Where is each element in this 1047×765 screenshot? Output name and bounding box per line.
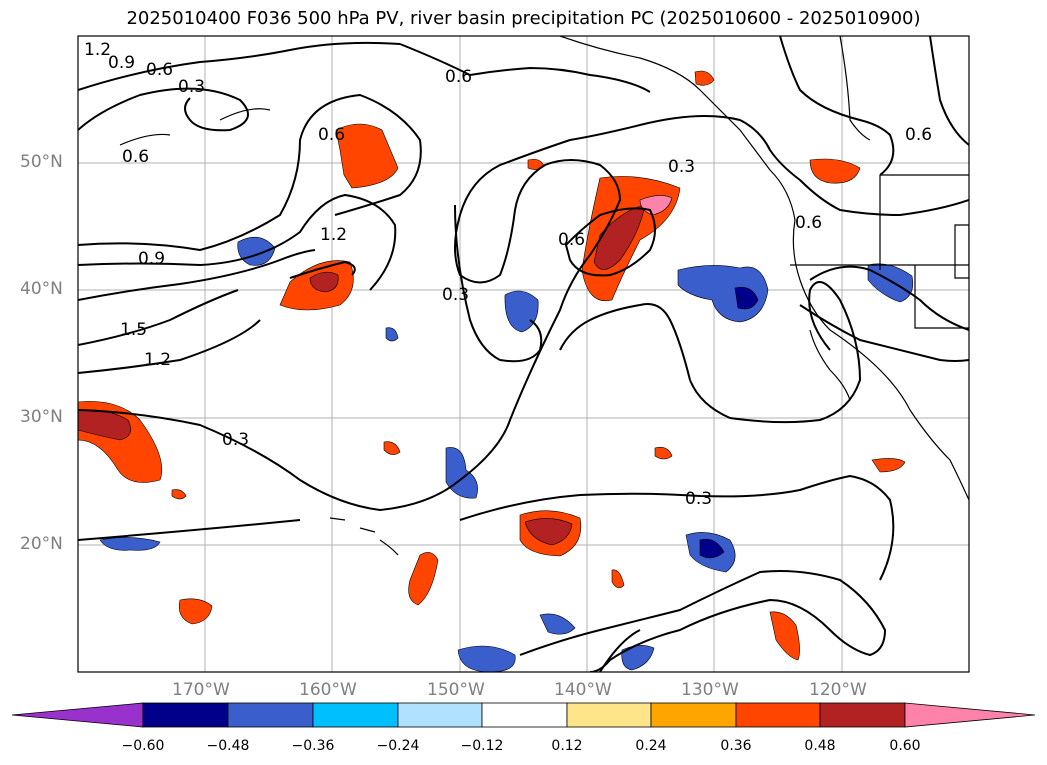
contour-label: 0.3 [685, 489, 712, 509]
contour-label: 0.3 [668, 157, 695, 177]
precip-blob [457, 645, 516, 672]
colorbar-tick: −0.36 [291, 738, 335, 754]
contour-label: 0.6 [318, 125, 345, 145]
precip-blob [611, 569, 625, 589]
map-area [78, 36, 969, 672]
precip-blob [593, 204, 646, 270]
precip-blob [309, 271, 339, 293]
contour-label: 0.9 [138, 249, 165, 269]
colorbar-segment [735, 702, 821, 728]
colorbar-extend-right [904, 702, 1036, 728]
lat-label: 50°N [20, 152, 63, 172]
precip-blob [504, 290, 539, 333]
lon-label: 150°W [427, 680, 485, 700]
lon-label: 120°W [809, 680, 867, 700]
colorbar-tick: −0.48 [206, 738, 250, 754]
pv-contours [78, 36, 969, 672]
contour-label: 0.6 [122, 147, 149, 167]
precip-blob [734, 286, 759, 310]
contour-label: 0.3 [222, 430, 249, 450]
precip-blob [524, 518, 573, 546]
colorbar-segment [227, 702, 314, 728]
map-frame [77, 35, 970, 673]
precip-blob [383, 441, 401, 455]
contour-label: 0.3 [442, 285, 469, 305]
contour-label: 1.5 [120, 320, 147, 340]
colorbar-tick: −0.60 [121, 738, 165, 754]
contour-label: 1.2 [320, 225, 347, 245]
precip-blob [654, 447, 673, 460]
lat-label: 40°N [20, 279, 63, 299]
colorbar-segment [650, 702, 737, 728]
contour-label: 1.2 [84, 40, 111, 60]
map-title: 2025010400 F036 500 hPa PV, river basin … [126, 8, 921, 29]
colorbar-segment [397, 702, 483, 728]
colorbar-tick: 0.12 [551, 738, 583, 754]
colorbar-tick: 0.24 [635, 738, 667, 754]
contour-label: 0.3 [178, 77, 205, 97]
contour-label: 0.6 [558, 230, 585, 250]
colorbar-extend-left [11, 702, 144, 728]
colorbar-tick: −0.24 [376, 738, 420, 754]
precip-blob [408, 552, 439, 606]
precip-blob [769, 611, 800, 661]
precip-blob [699, 538, 725, 559]
contour-labels: 1.2 0.9 0.6 0.3 0.6 0.6 0.6 0.3 0.6 0.9 … [84, 40, 932, 509]
lat-label: 30°N [20, 407, 63, 427]
colorbar-tick: −0.12 [460, 738, 504, 754]
contour-label: 0.6 [905, 125, 932, 145]
precip-blobs [78, 70, 914, 672]
lon-label: 170°W [172, 680, 230, 700]
coastlines [119, 36, 969, 556]
contour-label: 0.6 [146, 60, 173, 80]
colorbar-segment [819, 702, 906, 728]
colorbar-tick: 0.48 [804, 738, 836, 754]
colorbar-segment [566, 702, 652, 728]
precip-blob [694, 70, 715, 86]
precip-blob [621, 645, 655, 671]
lat-label: 20°N [20, 534, 63, 554]
contour-label: 1.2 [144, 350, 171, 370]
colorbar-segment [142, 702, 229, 728]
precip-blob [171, 489, 187, 500]
contour-label: 0.6 [795, 213, 822, 233]
colorbar-segment [481, 702, 568, 728]
colorbar-segment [312, 702, 399, 728]
lon-label: 130°W [681, 680, 739, 700]
colorbar-tick: 0.36 [720, 738, 752, 754]
precip-blob [871, 458, 906, 473]
precip-blob [385, 327, 399, 342]
precip-blob [809, 158, 861, 184]
contour-label: 0.9 [108, 53, 135, 73]
lon-label: 160°W [299, 680, 357, 700]
precip-blob [99, 537, 161, 551]
colorbar-tick: 0.60 [889, 738, 921, 754]
lon-label: 140°W [554, 680, 612, 700]
contour-label: 0.6 [445, 67, 472, 87]
precip-blob [178, 598, 213, 625]
precip-blob [335, 123, 399, 189]
precip-blob [539, 613, 576, 635]
colorbar [11, 702, 1036, 728]
